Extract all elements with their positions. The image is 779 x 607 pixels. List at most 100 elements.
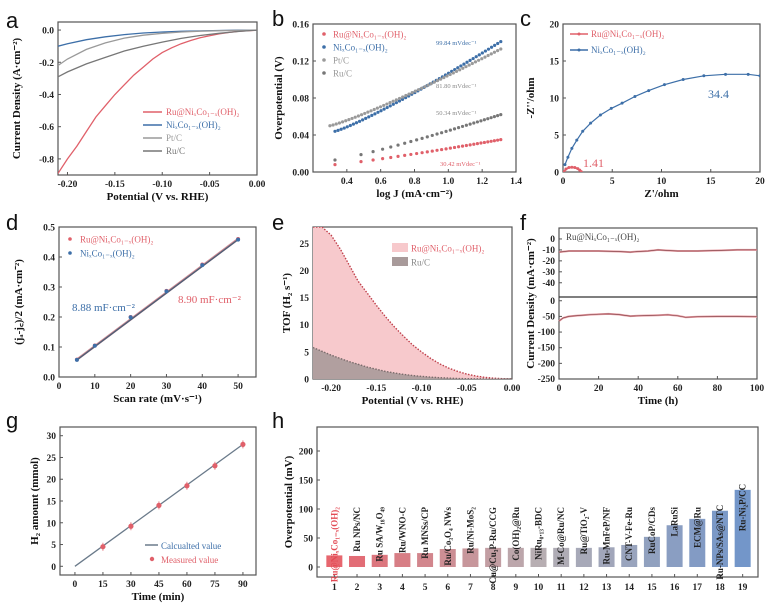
panel-letter-a: a (6, 8, 19, 33)
y-tick-label: -0.4 (39, 91, 54, 101)
x-tick-label: 20 (126, 382, 136, 392)
data-point (435, 79, 440, 83)
plot-frame-a (57, 21, 258, 176)
bar-label: Ru/Ni-MoS₂ (465, 507, 475, 554)
x-tick-label: 30 (126, 580, 136, 590)
panel-letter-h: h (272, 408, 284, 433)
y-axis-label: (jₐ-j꜀)/2 (mA·cm⁻²) (13, 259, 25, 345)
plot-area-a (58, 29, 257, 174)
data-point (347, 118, 351, 122)
data-point (454, 69, 459, 73)
y-tick-label: 200 (299, 448, 314, 458)
y-tick-label: 20 (47, 476, 57, 486)
y-tick-label: 20 (550, 21, 560, 31)
data-point (496, 49, 500, 53)
data-point (400, 97, 405, 101)
data-point (413, 89, 417, 93)
y-tick-label: 0 (550, 297, 555, 307)
data-point (496, 138, 500, 142)
x-tick-label: 1.4 (510, 177, 522, 187)
legend-label: NiₓCo₁₋ₓ(OH)₂ (591, 45, 646, 55)
y-axis-label: -Z''/ohm (525, 78, 537, 119)
data-point (468, 58, 472, 63)
data-point (425, 150, 429, 154)
y-tick-label: -40 (542, 279, 555, 289)
x-tick-label: 4 (400, 583, 405, 593)
x-tick-label: -0.15 (105, 180, 125, 190)
x-tick-label: 1.2 (476, 177, 488, 187)
data-point (394, 101, 398, 105)
bar-label: M-Co@Ru/NC (556, 507, 566, 565)
data-point (388, 101, 392, 105)
data-point (331, 123, 335, 127)
data-point (451, 71, 455, 75)
data-point (128, 315, 133, 320)
bar-label: Ru MNSs/CP (420, 507, 430, 559)
data-point (456, 126, 461, 130)
data-point (746, 72, 750, 76)
legend-marker (322, 45, 326, 49)
y-tick-label: 25 (300, 240, 310, 250)
bar (394, 553, 411, 567)
data-point (492, 139, 496, 143)
data-point (423, 85, 427, 89)
data-point (372, 107, 376, 112)
data-point (407, 92, 411, 96)
data-point (415, 138, 419, 142)
y-tick-label: -250 (538, 375, 556, 385)
data-point (462, 62, 466, 66)
bar-label: Ru-NPs/SAs@NTC (715, 505, 725, 580)
data-point (336, 128, 340, 132)
legend-label: Measured value (161, 555, 218, 565)
x-tick-label: 20 (755, 177, 765, 187)
bar (598, 547, 615, 567)
annotation-nico: 34.4 (708, 87, 729, 101)
data-point (486, 117, 490, 121)
data-point (440, 131, 444, 135)
data-point (479, 119, 483, 123)
x-tick-label: 0 (561, 177, 566, 187)
data-point (567, 166, 571, 170)
series-line-2 (58, 29, 257, 67)
data-point (385, 105, 389, 110)
data-point (350, 116, 354, 121)
data-point (359, 113, 364, 117)
bar (326, 555, 343, 567)
x-tick-label: 7 (468, 583, 473, 593)
x-tick-label: 18 (715, 583, 725, 593)
bar (621, 544, 638, 567)
annotation-nico: 8.88 mF·cm⁻² (72, 302, 136, 314)
x-axis-label: Time (h) (638, 395, 679, 407)
series-line-0 (558, 249, 757, 253)
data-point (460, 144, 465, 148)
data-point (472, 121, 476, 125)
x-axis-label: Potential (V vs. RHE) (362, 395, 464, 407)
data-point (409, 139, 413, 144)
y-axis-label: Overpotential (mV) (283, 455, 295, 548)
data-point (563, 163, 567, 167)
y-tick-label: 15 (300, 294, 310, 304)
series-line-1 (564, 73, 760, 165)
x-axis-label: Potential (V vs. RHE) (107, 191, 209, 203)
data-point (420, 86, 424, 90)
y-tick-label: 0.4 (43, 254, 55, 264)
data-point (420, 151, 424, 155)
x-tick-label: 6 (445, 583, 450, 593)
data-point (647, 89, 651, 93)
x-tick-label: -0.10 (412, 384, 432, 394)
data-point (620, 101, 624, 105)
data-point (359, 160, 363, 164)
data-point (435, 132, 439, 136)
x-tick-label: 40 (633, 384, 643, 394)
panel-letter-c: c (520, 6, 531, 31)
x-tick-label: 14 (624, 583, 634, 593)
data-point (448, 146, 452, 150)
bar (371, 554, 388, 567)
data-point (333, 163, 337, 167)
data-point (448, 72, 452, 77)
panel-b: b 0.4 0.6 0.8 1.0 1.2 1.4 0.00 0.04 0.08 0.12 0.16 l… (272, 6, 522, 200)
data-point (371, 150, 375, 154)
data-point (363, 111, 367, 116)
data-point (164, 289, 169, 294)
x-tick-label: 30 (162, 382, 172, 392)
